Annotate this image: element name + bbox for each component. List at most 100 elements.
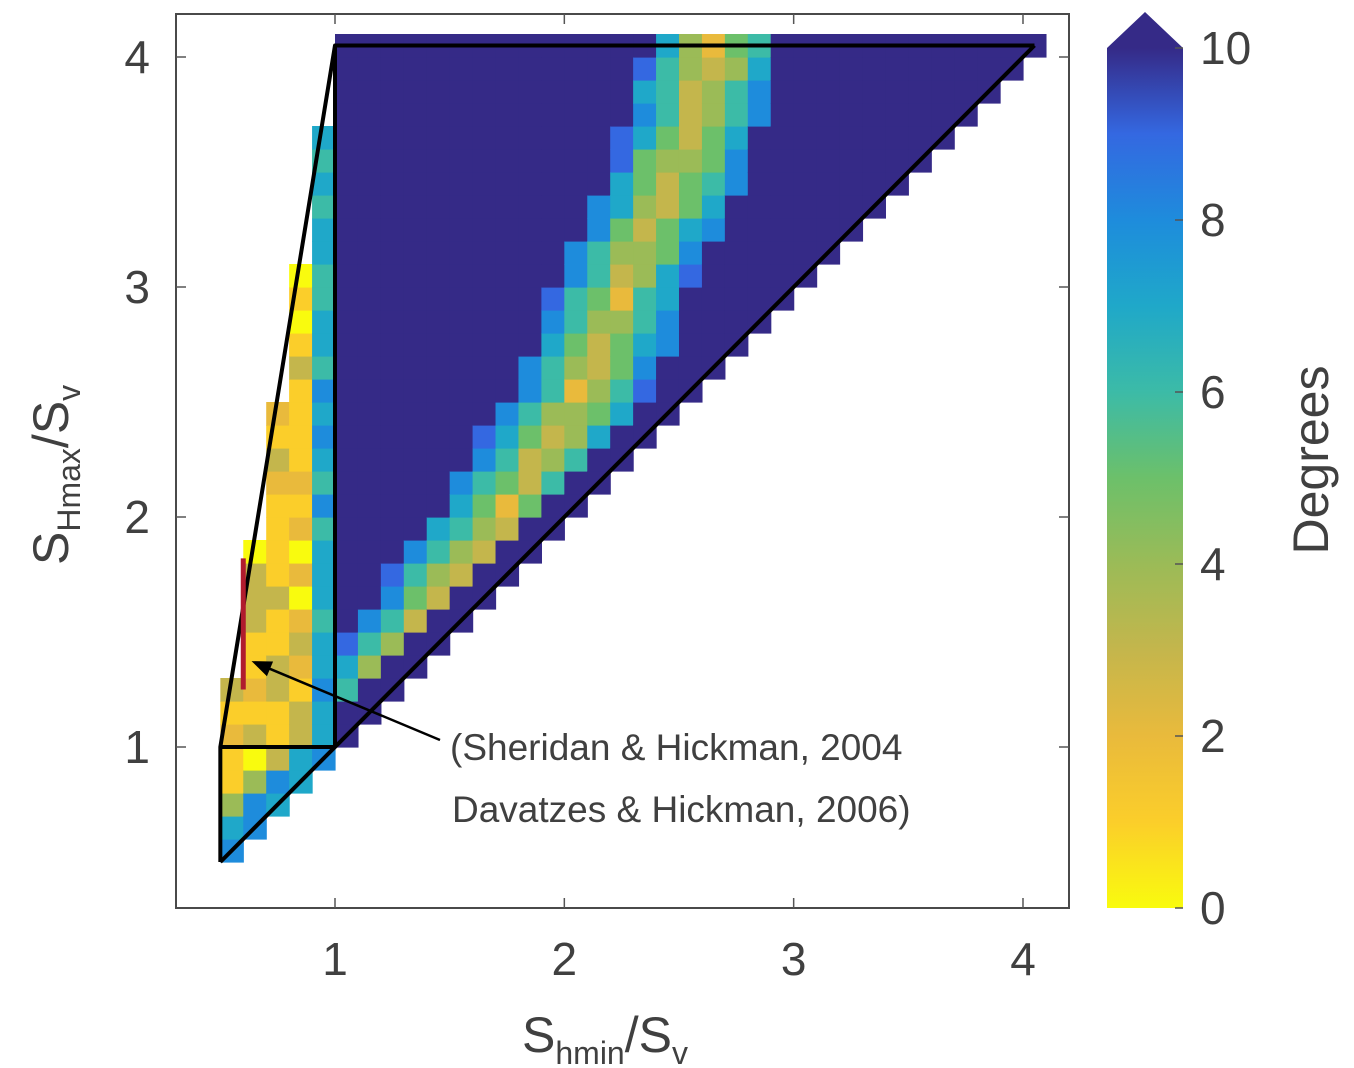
heatmap-cell [335, 287, 359, 311]
heatmap-cell [426, 218, 451, 242]
annotation-arrow-line [263, 665, 441, 742]
heatmap-cell [885, 126, 909, 150]
heatmap-cell [380, 80, 405, 104]
heatmap-cell [747, 218, 772, 242]
heatmap-cell [312, 632, 336, 656]
heatmap-cell [495, 103, 520, 127]
heatmap-cell [426, 241, 451, 265]
heatmap-cell [724, 241, 749, 265]
heatmap-cell [380, 57, 405, 81]
heatmap-cell [862, 149, 886, 173]
heatmap-cell [312, 448, 336, 472]
heatmap-cell [656, 149, 680, 173]
annotation-line-2: Davatzes & Hickman, 2006) [452, 789, 911, 830]
heatmap-cell [426, 586, 451, 610]
heatmap-cell [678, 287, 703, 311]
heatmap-cell [564, 241, 588, 265]
heatmap-cell [289, 402, 313, 426]
heatmap-cell [380, 264, 405, 288]
heatmap-cell [380, 356, 405, 380]
heatmap-cell [220, 770, 244, 794]
heatmap-cell [518, 402, 542, 426]
heatmap-cell [220, 793, 244, 817]
heatmap-cell [564, 195, 588, 219]
heatmap-cell [816, 218, 841, 242]
heatmap-cell [587, 310, 611, 334]
heatmap-cell [449, 333, 474, 357]
heatmap-cell [380, 241, 405, 265]
heatmap-cell [426, 264, 451, 288]
heatmap-cell [289, 379, 313, 403]
heatmap-cell [518, 356, 542, 380]
heatmap-cell [472, 471, 497, 495]
heatmap-cell [656, 57, 680, 81]
heatmap-cell [403, 609, 428, 633]
heatmap-cell [312, 609, 336, 633]
heatmap-cell [403, 333, 428, 357]
heatmap-cell [426, 402, 451, 426]
heatmap-cell [656, 264, 680, 288]
heatmap-cell [243, 586, 267, 610]
heatmap-cell [701, 264, 726, 288]
heatmap-cell [678, 195, 703, 219]
heatmap-cell [678, 172, 703, 196]
heatmap-cell [426, 57, 451, 81]
heatmap-cell [380, 609, 405, 633]
heatmap-cell [289, 425, 313, 449]
heatmap-cell [380, 517, 405, 541]
heatmap-cell [403, 586, 428, 610]
heatmap-cell [518, 149, 542, 173]
heatmap-cell [335, 241, 359, 265]
heatmap-cell [541, 195, 565, 219]
heatmap-cell [426, 379, 451, 403]
heatmap-cell [243, 632, 267, 656]
heatmap-cell [564, 218, 588, 242]
heatmap-cell [793, 218, 818, 242]
heatmap-cell [610, 218, 634, 242]
heatmap-cell [380, 632, 405, 656]
heatmap-cell [610, 287, 634, 311]
heatmap-cell [793, 57, 818, 81]
heatmap-cell [770, 241, 795, 265]
heatmap-cell [335, 126, 359, 150]
heatmap-cell [770, 57, 795, 81]
heatmap-cell [862, 126, 886, 150]
heatmap-cell [678, 126, 703, 150]
heatmap-cell [380, 448, 405, 472]
heatmap-cell [335, 103, 359, 127]
heatmap-cell [862, 172, 886, 196]
heatmap-cell [357, 241, 382, 265]
heatmap-cell [678, 103, 703, 127]
heatmap-cell [541, 287, 565, 311]
x-tick-label: 3 [781, 933, 807, 985]
heatmap-cell [518, 333, 542, 357]
heatmap-cell [678, 149, 703, 173]
heatmap-cell [587, 287, 611, 311]
heatmap-cell [816, 103, 841, 127]
heatmap-cell [610, 425, 634, 449]
citation-annotation: (Sheridan & Hickman, 2004 Davatzes & Hic… [251, 661, 911, 830]
heatmap-cell [701, 287, 726, 311]
heatmap-cell [357, 126, 382, 150]
heatmap-cell [518, 379, 542, 403]
y-axis-label: SHmax/Sv [23, 385, 87, 565]
heatmap-cell [357, 287, 382, 311]
heatmap-cell [495, 517, 520, 541]
heatmap-cell [312, 517, 336, 541]
heatmap-cell [633, 195, 657, 219]
heatmap-cell [839, 103, 864, 127]
heatmap-cell [862, 103, 886, 127]
heatmap-cell [518, 448, 542, 472]
heatmap-cell [449, 494, 474, 518]
heatmap-cell [816, 57, 841, 81]
heatmap-cell [862, 57, 886, 81]
heatmap-cell [312, 287, 336, 311]
heatmap-cell [587, 218, 611, 242]
heatmap-cell [747, 80, 772, 104]
heatmap-cell [724, 195, 749, 219]
heatmap-cell [495, 264, 520, 288]
heatmap-cell [403, 494, 428, 518]
heatmap-cell [426, 172, 451, 196]
colorbar-label: Degrees [1283, 366, 1339, 555]
heatmap-cell [289, 540, 313, 564]
